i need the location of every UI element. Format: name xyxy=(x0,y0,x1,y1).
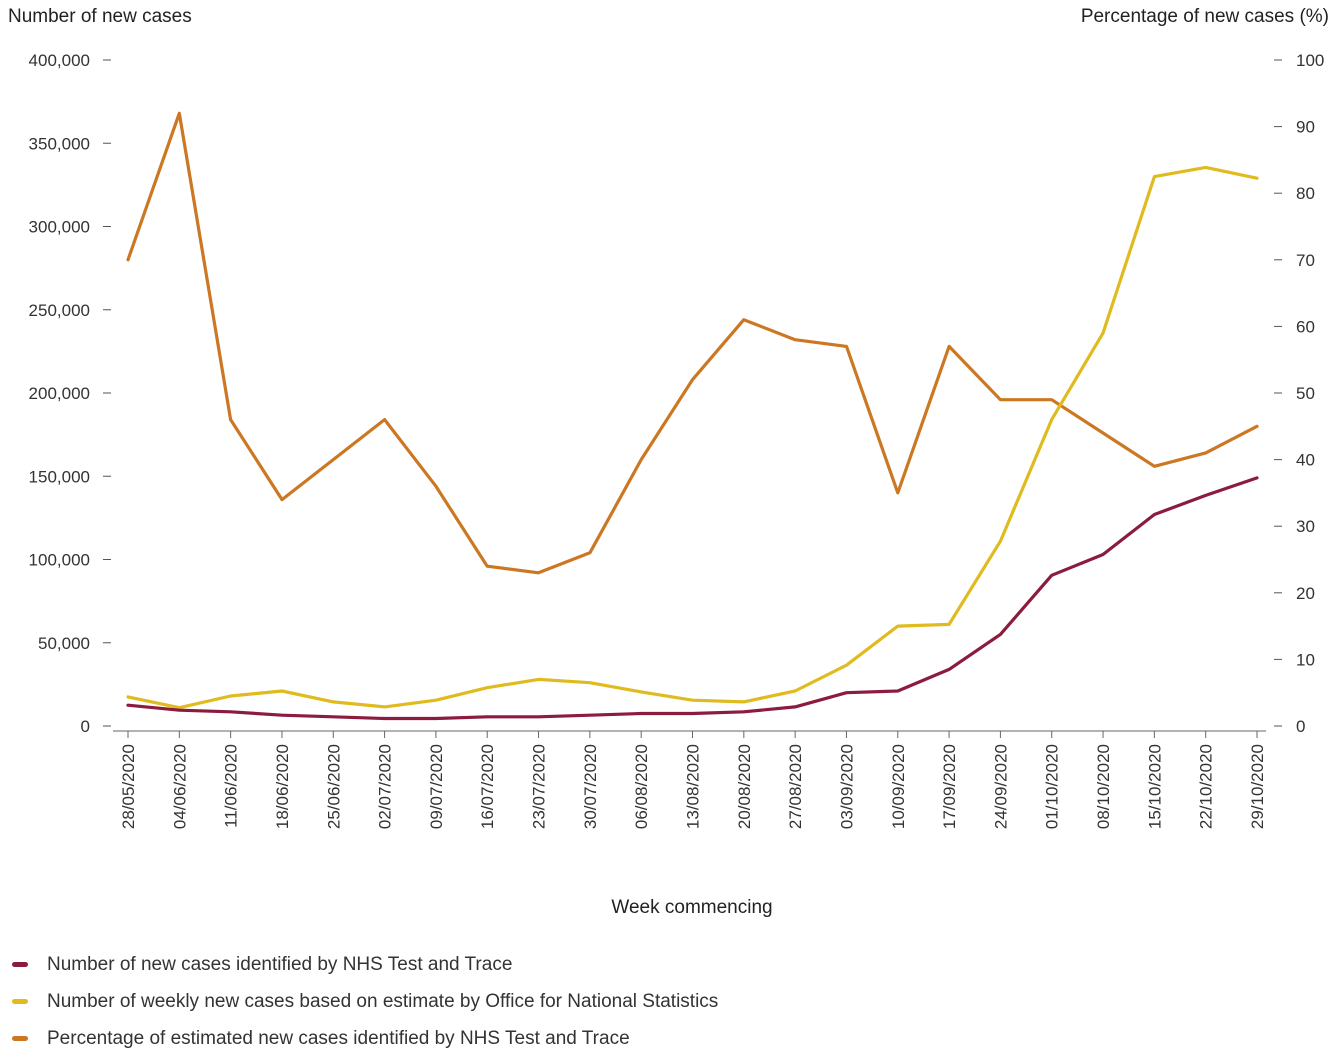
x-tick-label-3: 18/06/2020 xyxy=(273,744,292,829)
y-right-tick-label-10: 100 xyxy=(1296,51,1324,70)
y-left-tick-label-8: 400,000 xyxy=(29,51,90,70)
x-tick-label-5: 02/07/2020 xyxy=(376,744,395,829)
x-tick-label-10: 06/08/2020 xyxy=(632,744,651,829)
y-right-tick-label-4: 40 xyxy=(1296,451,1315,470)
y-left-tick-label-1: 50,000 xyxy=(38,634,90,653)
legend-swatch-nhs-cases xyxy=(12,962,28,967)
y-axis-left-label: Number of new cases xyxy=(8,6,192,27)
x-axis: 28/05/2020 04/06/2020 11/06/2020 18/06/2020… xyxy=(113,730,1267,829)
y-left-tick-label-7: 350,000 xyxy=(29,134,90,153)
y-axis-right-label: Percentage of new cases (%) xyxy=(1080,6,1329,27)
x-axis-label: Week commencing xyxy=(611,897,772,918)
y-right-tick-label-1: 10 xyxy=(1296,650,1315,669)
x-tick-label-21: 22/10/2020 xyxy=(1197,744,1216,829)
y-left-tick-label-3: 150,000 xyxy=(29,467,90,486)
x-tick-label-16: 17/09/2020 xyxy=(940,744,959,829)
y-right-tick-label-2: 20 xyxy=(1296,584,1315,603)
x-tick-label-9: 30/07/2020 xyxy=(581,744,600,829)
x-tick-label-7: 16/07/2020 xyxy=(478,744,497,829)
y-left-tick-label-5: 250,000 xyxy=(29,301,90,320)
series-layer xyxy=(126,111,1259,721)
x-tick-label-0: 28/05/2020 xyxy=(119,744,138,829)
legend-swatch-percentage xyxy=(12,1036,28,1041)
y-left-tick-label-4: 200,000 xyxy=(29,384,90,403)
x-tick-label-11: 13/08/2020 xyxy=(684,744,703,829)
y-right-tick-label-5: 50 xyxy=(1296,384,1315,403)
legend-label-nhs-cases: Number of new cases identified by NHS Te… xyxy=(47,953,513,975)
y-axis-right: 0 10 20 30 40 50 60 70 80 90 100 xyxy=(1274,51,1324,736)
x-tick-label-8: 23/07/2020 xyxy=(530,744,549,829)
y-right-tick-label-8: 80 xyxy=(1296,184,1315,203)
legend-item-ons-estimate: Number of weekly new cases based on esti… xyxy=(12,983,718,1020)
legend-label-percentage: Percentage of estimated new cases identi… xyxy=(47,1027,630,1049)
y-right-tick-label-3: 30 xyxy=(1296,517,1315,536)
legend-item-nhs-cases: Number of new cases identified by NHS Te… xyxy=(12,946,718,983)
legend: Number of new cases identified by NHS Te… xyxy=(12,946,718,1057)
x-tick-label-20: 15/10/2020 xyxy=(1145,744,1164,829)
y-axis-left: 0 50,000 100,000 150,000 200,000 250,000 300,0… xyxy=(29,51,111,736)
x-tick-label-13: 27/08/2020 xyxy=(786,744,805,829)
x-tick-label-2: 11/06/2020 xyxy=(222,744,241,828)
line-chart: 0 50,000 100,000 150,000 200,000 250,000 300,0… xyxy=(29,51,1325,918)
legend-item-percentage: Percentage of estimated new cases identi… xyxy=(12,1020,718,1057)
y-right-tick-label-0: 0 xyxy=(1296,717,1305,736)
y-left-tick-label-6: 300,000 xyxy=(29,218,90,237)
y-right-tick-label-9: 90 xyxy=(1296,118,1315,137)
y-right-tick-label-6: 60 xyxy=(1296,317,1315,336)
legend-label-ons-estimate: Number of weekly new cases based on esti… xyxy=(47,990,719,1012)
x-tick-label-1: 04/06/2020 xyxy=(170,744,189,829)
y-left-tick-label-2: 100,000 xyxy=(29,551,90,570)
x-tick-label-17: 24/09/2020 xyxy=(991,744,1010,829)
x-tick-label-14: 03/09/2020 xyxy=(837,744,856,829)
x-tick-label-18: 01/10/2020 xyxy=(1043,744,1062,829)
x-tick-label-15: 10/09/2020 xyxy=(889,744,908,829)
series-line-1 xyxy=(126,165,1259,710)
x-tick-label-6: 09/07/2020 xyxy=(427,744,446,829)
legend-swatch-ons-estimate xyxy=(12,999,28,1004)
series-line-0 xyxy=(126,476,1259,721)
x-tick-label-19: 08/10/2020 xyxy=(1094,744,1113,829)
series-line-2 xyxy=(126,111,1259,575)
y-right-tick-label-7: 70 xyxy=(1296,251,1315,270)
x-tick-label-12: 20/08/2020 xyxy=(735,744,754,829)
x-tick-label-22: 29/10/2020 xyxy=(1248,744,1267,829)
y-left-tick-label-0: 0 xyxy=(81,717,90,736)
x-tick-label-4: 25/06/2020 xyxy=(324,744,343,829)
